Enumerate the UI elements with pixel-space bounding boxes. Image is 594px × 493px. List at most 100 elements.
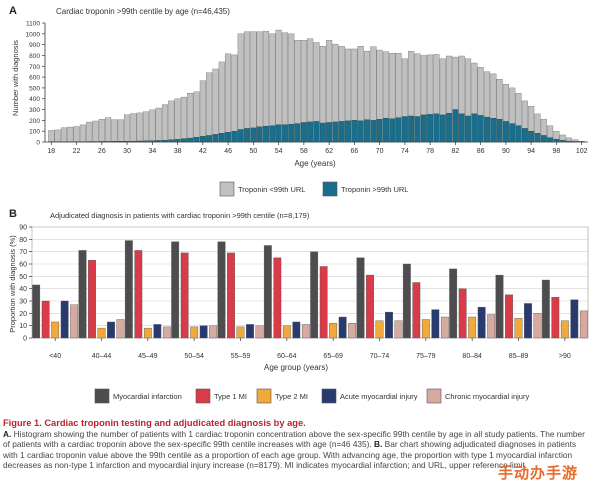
bar-chronic-myocardial-injury [487, 314, 496, 339]
histogram-bar-below-url [130, 113, 137, 142]
histogram-bar-above-url [521, 128, 528, 143]
histogram-bar-above-url [465, 115, 472, 143]
y-tick-label: 0 [23, 336, 27, 343]
histogram-bar-above-url [212, 134, 219, 143]
histogram-bar-below-url [414, 53, 421, 117]
histogram-bar-below-url [326, 40, 333, 123]
histogram-bar-below-url [521, 100, 528, 129]
x-tick-label: 46 [224, 148, 232, 155]
histogram-bar-below-url [199, 80, 206, 137]
histogram-bar-below-url [515, 93, 522, 126]
histogram-bar-below-url [193, 91, 200, 138]
bar-type-2-mi [190, 326, 199, 339]
legend-swatch-troponin-above-url [322, 181, 338, 197]
histogram-bar-below-url [446, 55, 453, 114]
histogram-bar-below-url [60, 127, 67, 142]
bar-acute-myocardial-injury [338, 316, 347, 339]
legend-swatch-troponin-below-url [219, 181, 235, 197]
legend-swatch-type1-mi [195, 388, 211, 404]
histogram-bar-above-url [244, 128, 251, 143]
histogram-bar-below-url [420, 55, 427, 116]
histogram-bar-below-url [67, 126, 74, 142]
bar-myocardial-infarction [356, 257, 365, 339]
bar-type-2-mi [375, 320, 384, 339]
x-tick-label: 70–74 [370, 353, 390, 360]
bar-chronic-myocardial-injury [579, 310, 588, 339]
histogram-bar-below-url [256, 31, 263, 128]
histogram-bar-above-url [452, 109, 459, 143]
x-tick-label: <40 [49, 353, 61, 360]
histogram-bar-below-url [313, 42, 320, 122]
bar-type-2-mi [282, 325, 291, 339]
histogram-bar-above-url [408, 115, 415, 143]
y-tick-label: 1000 [26, 31, 41, 38]
y-tick-label: 600 [29, 75, 40, 82]
x-tick-label: 66 [350, 148, 358, 155]
histogram-bar-below-url [528, 106, 535, 132]
panel-a-plot: 0 100 200 300 400 500 600 700 800 900 1000 1100 18 22… [26, 21, 588, 155]
histogram-bar-below-url [79, 124, 86, 142]
x-tick-label: 60–64 [277, 353, 297, 360]
histogram-bar-above-url [370, 120, 377, 143]
bar-chronic-myocardial-injury [394, 320, 403, 339]
y-tick-label: 800 [29, 53, 40, 60]
bar-myocardial-infarction [32, 284, 41, 339]
watermark-logo: 手动办手游 [498, 465, 579, 482]
x-tick-label: 94 [527, 148, 535, 155]
panel-b-xlabel: Age group (years) [264, 363, 328, 372]
bar-myocardial-infarction [263, 245, 272, 339]
panel-a-label: A [9, 5, 17, 17]
bar-acute-myocardial-injury [570, 299, 579, 339]
histogram-bar-above-url [483, 116, 491, 143]
histogram-bar-above-url [471, 113, 478, 143]
bar-chronic-myocardial-injury [162, 326, 171, 339]
y-tick-label: 200 [29, 118, 40, 125]
bar-acute-myocardial-injury [477, 306, 486, 339]
histogram-bar-below-url [307, 38, 314, 123]
x-tick-label: 22 [73, 148, 81, 155]
histogram-bar-below-url [142, 111, 150, 142]
x-tick-label: 80–84 [462, 353, 482, 360]
bar-type-1-mi [134, 250, 143, 339]
bar-type-1-mi [273, 257, 282, 339]
histogram-bar-above-url [313, 121, 320, 143]
bar-type-2-mi [143, 327, 152, 339]
bar-chronic-myocardial-injury [533, 313, 542, 339]
histogram-bar-below-url [288, 33, 295, 125]
bar-type-2-mi [514, 318, 523, 339]
histogram-bar-above-url [187, 137, 194, 143]
bar-acute-myocardial-injury [524, 303, 532, 339]
bar-myocardial-infarction [78, 250, 87, 339]
histogram-bar-above-url [155, 140, 162, 143]
histogram-bar-above-url [225, 132, 232, 143]
histogram-bar-below-url [48, 130, 55, 142]
histogram-bar-below-url [231, 54, 238, 132]
x-tick-label: 42 [199, 148, 207, 155]
x-tick-label: 82 [452, 148, 460, 155]
histogram-bar-below-url [439, 58, 446, 116]
bar-myocardial-infarction [402, 263, 411, 339]
histogram-bar-above-url [458, 113, 465, 143]
histogram-bar-below-url [294, 40, 301, 124]
panel-a-xlabel: Age (years) [294, 159, 336, 168]
histogram-bar-above-url [193, 137, 200, 143]
histogram-bar-below-url [168, 100, 175, 141]
bar-type-2-mi [421, 319, 430, 339]
histogram-bar-below-url [553, 131, 560, 140]
histogram-bar-below-url [161, 104, 168, 141]
figure-caption: Figure 1. Cardiac troponin testing and a… [3, 418, 591, 471]
x-tick-label: 70 [376, 148, 384, 155]
bar-type-2-mi [236, 326, 245, 339]
caption-b-text: Bar chart showing adjudicated diagnoses … [3, 439, 577, 471]
figure-canvas: A Cardiac troponin >99th centile by age … [8, 5, 589, 404]
y-tick-label: 700 [29, 64, 40, 71]
histogram-bar-above-url [218, 133, 225, 143]
histogram-bar-above-url [389, 118, 396, 143]
bar-acute-myocardial-injury [385, 311, 393, 339]
bar-chronic-myocardial-injury [70, 304, 79, 339]
panel-b-ylabel: Proportion with diagnosis (%) [8, 235, 17, 333]
histogram-bar-above-url [124, 141, 131, 143]
y-tick-label: 80 [19, 237, 27, 244]
histogram-bar-below-url [566, 137, 573, 142]
histogram-bar-above-url [307, 121, 314, 143]
